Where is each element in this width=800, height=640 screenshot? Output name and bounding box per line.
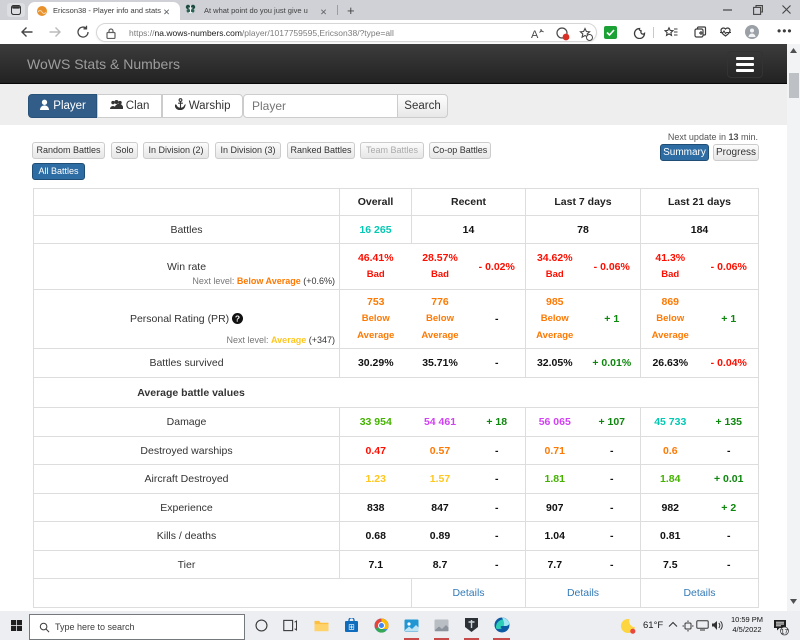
svg-text:A: A	[531, 29, 539, 40]
svg-text:?: ?	[235, 313, 240, 323]
svg-text:17: 17	[781, 628, 789, 635]
svg-text:⊞: ⊞	[348, 623, 355, 632]
